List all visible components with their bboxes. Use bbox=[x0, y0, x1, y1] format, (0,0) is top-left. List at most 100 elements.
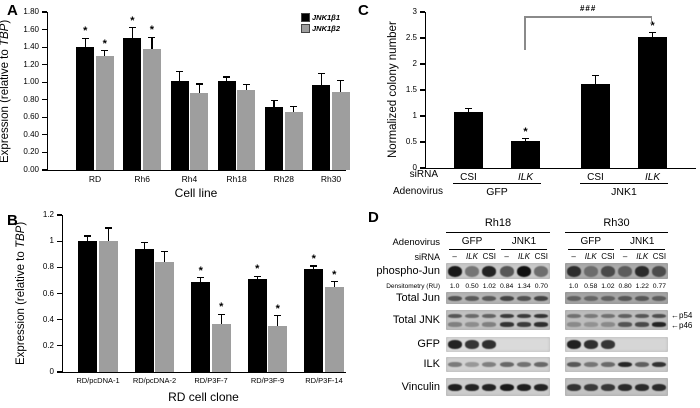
sirna-category-label: ILK bbox=[517, 172, 533, 183]
blot-band bbox=[447, 340, 462, 349]
panel-c-adenovirus-row-label: Adenovirus bbox=[392, 186, 443, 197]
error-bar bbox=[256, 276, 258, 280]
panel-b-letter: B bbox=[7, 212, 18, 229]
blot-band-p54 bbox=[635, 313, 650, 318]
y-tick-label: 1.5 bbox=[405, 85, 417, 94]
sirna-lane-label: – bbox=[504, 252, 509, 261]
bar bbox=[454, 111, 483, 168]
category-label: Rh4 bbox=[181, 174, 198, 184]
densitometry-value: 1.02 bbox=[601, 283, 615, 290]
error-bar bbox=[104, 50, 106, 56]
category-label: Rh18 bbox=[226, 174, 247, 184]
blot-band bbox=[447, 362, 462, 367]
sirna-lane-label: – bbox=[452, 252, 457, 261]
blot-row-label: GFP bbox=[417, 338, 440, 350]
panel-a-y-axis-label: Expression (relative to TBP) bbox=[0, 19, 11, 163]
cell-line-underline bbox=[565, 232, 668, 234]
blot-band bbox=[482, 295, 497, 301]
blot-band-p46 bbox=[600, 322, 615, 327]
blot-band bbox=[583, 340, 598, 349]
blot-row-label: Vinculin bbox=[401, 380, 440, 393]
error-bar bbox=[313, 266, 315, 269]
panel-a-plot: 0.00 0.20 0.40 0.60 0.80 1.00 1.20 1.40 1.60 1.80… bbox=[23, 8, 350, 184]
error-bar-cap bbox=[274, 315, 282, 317]
sirna-lane-label: – bbox=[571, 252, 576, 261]
densitometry-value: 0.84 bbox=[500, 283, 514, 290]
significance-asterisk: * bbox=[102, 37, 107, 50]
y-axis-tick bbox=[420, 115, 425, 117]
significance-asterisk: * bbox=[83, 25, 88, 38]
blot-strip bbox=[446, 378, 550, 396]
y-tick-label: 1.00 bbox=[23, 77, 39, 87]
error-bar-cap bbox=[270, 100, 278, 102]
panel-d-sirna-row-label: siRNA bbox=[414, 252, 440, 262]
panel-a-legend: JNK1β1 JNK1β2 bbox=[300, 13, 340, 35]
significance-asterisk: * bbox=[255, 263, 260, 276]
error-bar bbox=[220, 314, 222, 324]
legend-swatch bbox=[300, 13, 310, 22]
blot-strip bbox=[565, 378, 668, 396]
panel-b-plot: 0 0.2 0.4 0.6 0.8 1 1.2 RD/pcDNA-1 RD/pcDNA-2 * * R… bbox=[43, 211, 346, 385]
bar bbox=[98, 241, 118, 372]
bar bbox=[247, 279, 267, 372]
blot-strip bbox=[446, 292, 550, 304]
y-tick-label: 0.60 bbox=[23, 112, 39, 122]
y-axis-tick bbox=[420, 11, 425, 13]
adenovirus-group-label: GFP bbox=[486, 186, 508, 198]
error-bar-cap bbox=[253, 275, 261, 278]
blot-band bbox=[464, 295, 480, 301]
y-tick-label: 1.20 bbox=[23, 59, 39, 69]
blot-band-p46 bbox=[464, 322, 480, 327]
error-bar bbox=[198, 83, 200, 93]
densitometry-value: 1.0 bbox=[568, 283, 579, 290]
blot-band bbox=[566, 340, 581, 349]
error-bar bbox=[84, 38, 86, 48]
blot-band bbox=[516, 383, 532, 391]
y-axis-tick bbox=[42, 169, 47, 171]
error-bar bbox=[651, 32, 654, 37]
blot-band-p54 bbox=[600, 313, 615, 318]
legend-label: JNK1β1 bbox=[311, 13, 340, 22]
significance-asterisk: * bbox=[219, 301, 224, 314]
y-axis-tick bbox=[42, 99, 47, 101]
error-bar-cap bbox=[148, 36, 156, 39]
y-tick-label: 1.40 bbox=[23, 42, 39, 52]
y-tick-label: 0.2 bbox=[42, 340, 54, 350]
blot-band bbox=[482, 265, 497, 277]
bar bbox=[265, 106, 284, 170]
sirna-lane-label: ILK bbox=[517, 252, 530, 261]
bar bbox=[190, 92, 209, 170]
error-bar bbox=[320, 73, 322, 85]
y-axis-tick bbox=[42, 116, 47, 118]
bar bbox=[284, 112, 303, 170]
blot-strip bbox=[565, 310, 668, 330]
blot-band bbox=[482, 340, 497, 349]
blot-band bbox=[566, 265, 581, 277]
bracket-horizontal bbox=[524, 16, 652, 18]
cell-line-underline bbox=[446, 232, 550, 234]
panel-c-letter: C bbox=[358, 2, 369, 19]
bar bbox=[211, 323, 231, 372]
error-bar-cap bbox=[128, 27, 136, 29]
y-axis-tick bbox=[420, 63, 425, 65]
adenovirus-group-label: JNK1 bbox=[511, 236, 537, 247]
adenovirus-group-underline bbox=[449, 249, 495, 250]
blot-band-p54 bbox=[516, 313, 532, 318]
bar bbox=[76, 47, 95, 170]
panel-c: C Normalized colony number 0 0.5 1 1.5 2 2.5 3… bbox=[352, 0, 700, 206]
panel-d: D Adenovirus siRNA Rh18 GFP JNK1– ILK CSI – IL… bbox=[352, 208, 700, 408]
y-axis-tick bbox=[57, 292, 62, 295]
bar bbox=[217, 81, 236, 170]
error-bar bbox=[151, 37, 153, 49]
y-axis-tick bbox=[420, 89, 425, 91]
blot-band-p54 bbox=[447, 313, 462, 318]
y-tick-label: 0.00 bbox=[23, 165, 39, 174]
error-bar-cap bbox=[242, 84, 250, 86]
densitometry-value: 0.80 bbox=[618, 283, 632, 290]
bar bbox=[134, 249, 154, 372]
blot-band-p54 bbox=[464, 313, 480, 318]
y-tick-label: 3 bbox=[412, 7, 417, 16]
category-label: RD/P3F-14 bbox=[305, 376, 343, 385]
sirna-lane-label: CSI bbox=[482, 252, 496, 261]
